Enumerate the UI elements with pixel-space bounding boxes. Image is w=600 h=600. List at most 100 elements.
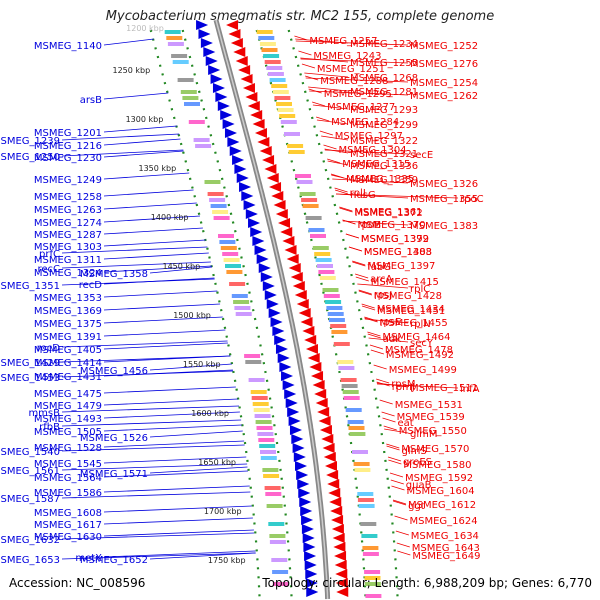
cog-feature bbox=[258, 36, 275, 40]
cog-feature bbox=[280, 120, 297, 124]
reverse-feature-label: MSMEG_1634 bbox=[411, 531, 479, 542]
reverse-feature-label: MSMEG_1293 bbox=[350, 105, 418, 116]
forward-feature-label: MSMEG_1475 bbox=[34, 389, 102, 400]
reverse-feature-label: rplC bbox=[410, 284, 430, 295]
cog-feature bbox=[362, 552, 379, 556]
reverse-feature-label: MSMEG_1415 bbox=[371, 277, 439, 288]
forward-feature-label: MSMEG_1274 bbox=[34, 218, 102, 229]
feature-leader-line bbox=[390, 479, 404, 485]
forward-feature-label: MSMEG_1230 bbox=[34, 153, 102, 164]
forward-gene-arrow bbox=[282, 380, 295, 390]
forward-feature-label: MSMEG_1528 bbox=[34, 443, 102, 454]
forward-feature-label: MSMEG_1526 bbox=[80, 433, 148, 444]
forward-feature-label: MSMEG_1201 bbox=[34, 128, 102, 139]
feature-leader-line bbox=[342, 219, 356, 225]
forward-gene-arrow bbox=[224, 128, 237, 138]
cog-feature bbox=[182, 96, 199, 100]
feature-leader-line bbox=[321, 135, 349, 141]
cog-feature bbox=[210, 204, 227, 208]
forward-gene-arrow bbox=[220, 110, 233, 120]
scale-label: 1500 kbp bbox=[173, 311, 211, 320]
forward-feature-label: MSMEG_1653 bbox=[0, 555, 60, 566]
accession-text: Accession: NC_008596 bbox=[9, 576, 146, 590]
forward-feature-label: MSMEG_1493 bbox=[34, 414, 102, 425]
scale-label: 1300 kbp bbox=[126, 115, 164, 124]
forward-gene-arrow bbox=[300, 506, 313, 516]
reverse-gene-arrow bbox=[328, 488, 341, 498]
cog-feature bbox=[231, 294, 248, 298]
cog-feature bbox=[364, 570, 381, 574]
feature-leader-line bbox=[103, 125, 178, 133]
genome-backbone-highlight bbox=[215, 19, 329, 600]
forward-gene-arrow bbox=[306, 587, 319, 597]
reverse-feature-label: infA bbox=[460, 384, 480, 395]
feature-leader-line bbox=[357, 283, 409, 289]
cog-feature bbox=[312, 246, 329, 250]
forward-feature-label: prfC bbox=[39, 249, 60, 260]
feature-leader-line bbox=[392, 500, 407, 506]
forward-feature-label: MSMEG_1561 bbox=[0, 466, 60, 477]
feature-leader-line bbox=[103, 398, 238, 406]
forward-gene-arrow bbox=[284, 389, 297, 399]
reverse-feature-label: MSMEG_1592 bbox=[405, 473, 473, 484]
reverse-feature-label: secE bbox=[410, 150, 433, 161]
forward-gene-arrow bbox=[262, 281, 275, 291]
feature-leader-line bbox=[376, 383, 459, 389]
reverse-feature-label: MSMEG_1612 bbox=[408, 500, 476, 511]
forward-feature-label: MSMEG_1429 bbox=[0, 358, 60, 369]
reverse-feature-label: MSMEG_1478 bbox=[385, 345, 453, 356]
feature-leader-line bbox=[103, 38, 154, 46]
reverse-gene-arrow bbox=[254, 128, 267, 138]
reverse-gene-arrow bbox=[262, 155, 275, 165]
feature-leader-line bbox=[103, 342, 228, 350]
forward-gene-arrow bbox=[303, 542, 316, 552]
forward-feature-label: MSMEG_1540 bbox=[0, 447, 60, 458]
reverse-gene-arrow bbox=[271, 191, 284, 201]
cog-feature bbox=[352, 450, 368, 454]
feature-leader-line bbox=[103, 386, 236, 394]
feature-leader-line bbox=[61, 552, 256, 560]
cog-feature bbox=[220, 246, 237, 250]
feature-leader-line bbox=[386, 443, 400, 449]
forward-feature-label: recC bbox=[37, 264, 60, 275]
feature-leader-line bbox=[316, 119, 349, 125]
forward-gene-arrow bbox=[296, 470, 309, 480]
cog-feature bbox=[258, 438, 275, 442]
reverse-feature-label: MSMEG_1464 bbox=[382, 332, 450, 343]
feature-leader-line bbox=[103, 470, 249, 478]
reverse-gene-arrow bbox=[335, 578, 348, 588]
reverse-gene-arrow bbox=[294, 290, 307, 300]
cog-feature bbox=[317, 264, 333, 268]
reverse-feature-label: rplN bbox=[410, 319, 431, 330]
cog-feature bbox=[209, 198, 226, 202]
reverse-feature-label: rpmJ bbox=[392, 382, 415, 393]
cog-feature bbox=[331, 330, 348, 334]
reverse-feature-label: glmM bbox=[410, 429, 438, 440]
reverse-gene-arrow bbox=[284, 245, 297, 255]
feature-leader-line bbox=[348, 246, 363, 252]
forward-feature-label: MSMEG_1586 bbox=[34, 488, 102, 499]
cog-feature bbox=[226, 270, 243, 274]
feature-leader-line bbox=[355, 273, 369, 279]
forward-feature-label: MSMEG_1652 bbox=[80, 555, 148, 566]
cog-feature bbox=[272, 90, 289, 94]
feature-leader-line bbox=[61, 370, 234, 378]
feature-leader-line bbox=[331, 174, 349, 180]
forward-gene-arrow bbox=[304, 551, 317, 561]
forward-gene-arrow bbox=[268, 308, 281, 318]
reverse-gene-arrow bbox=[269, 182, 282, 192]
feature-leader-line bbox=[103, 517, 253, 525]
feature-leader-line bbox=[149, 552, 256, 560]
reverse-feature-label: MSMEG_1336 bbox=[350, 161, 418, 172]
feature-leader-line bbox=[103, 150, 184, 158]
cog-feature bbox=[259, 42, 276, 46]
reverse-gene-arrow bbox=[259, 146, 272, 156]
reverse-feature-label: MSMEG_1321 bbox=[350, 149, 418, 160]
cog-feature bbox=[250, 390, 267, 394]
feature-leader-line bbox=[103, 329, 226, 337]
reverse-feature-label: MSMEG_1335 bbox=[346, 174, 414, 185]
feature-leader-line bbox=[308, 86, 349, 92]
forward-gene-arrow bbox=[293, 452, 306, 462]
forward-gene-arrow bbox=[305, 569, 318, 579]
reverse-feature-label: MSMEG_1403 bbox=[364, 247, 432, 258]
